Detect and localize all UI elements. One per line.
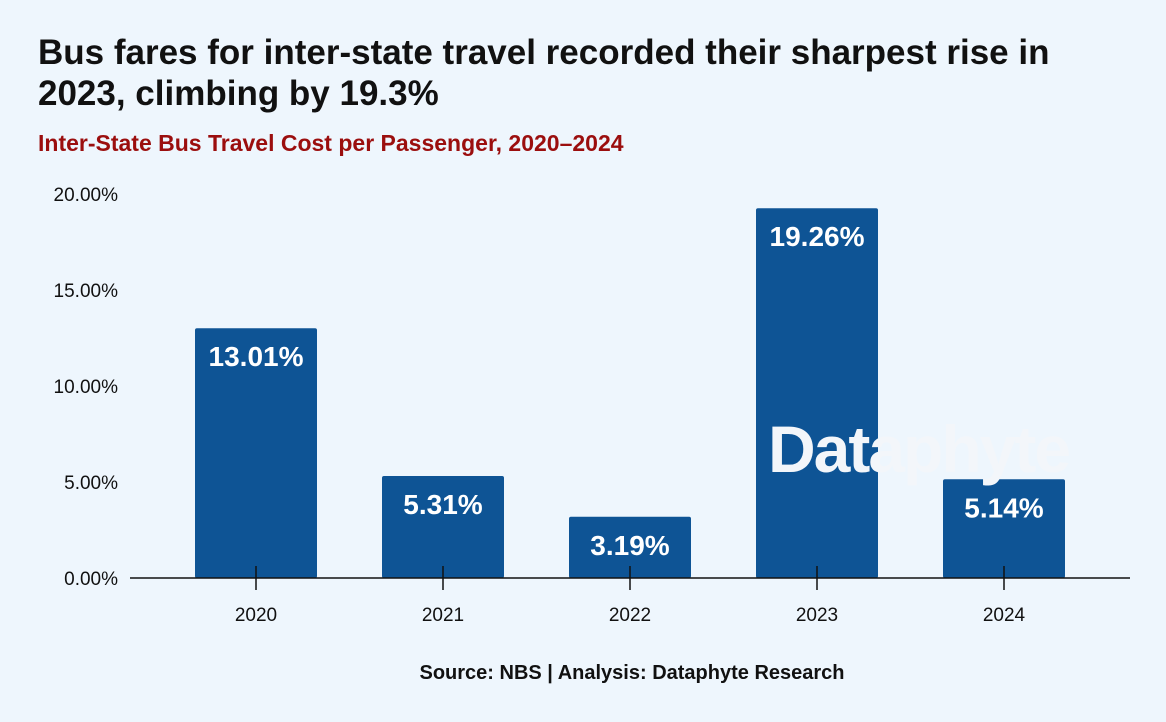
bars	[195, 208, 1065, 578]
bar-2023	[756, 208, 878, 578]
data-label-2024: 5.14%	[964, 492, 1043, 523]
y-axis: 0.00% 5.00% 10.00% 15.00% 20.00%	[54, 185, 119, 590]
bar-2021	[382, 476, 504, 578]
x-tick-label: 2022	[609, 605, 651, 626]
y-tick-label: 5.00%	[64, 473, 118, 494]
bar-2024	[943, 479, 1065, 578]
data-label-2021: 5.31%	[403, 489, 482, 520]
bar-labels: 13.01% 5.31% 3.19% 19.26% 5.14%	[209, 221, 1044, 561]
y-tick-label: 20.00%	[54, 185, 119, 206]
dataphyte-watermark: Dataphyte	[768, 412, 1069, 486]
x-tick-label: 2024	[983, 605, 1026, 626]
y-tick-label: 0.00%	[64, 569, 118, 590]
y-tick-label: 15.00%	[54, 281, 119, 302]
data-label-2023: 19.26%	[770, 221, 865, 252]
x-tick-label: 2021	[422, 605, 464, 626]
x-tick-label: 2023	[796, 605, 838, 626]
x-axis: 2020 2021 2022 2023 2024	[235, 566, 1026, 626]
data-label-2022: 3.19%	[590, 530, 669, 561]
y-tick-label: 10.00%	[54, 377, 119, 398]
data-label-2020: 13.01%	[209, 341, 304, 372]
bar-2020	[195, 328, 317, 578]
chart-title: Bus fares for inter-state travel recorde…	[38, 33, 1050, 113]
bar-2022	[569, 516, 691, 578]
x-tick-label: 2020	[235, 605, 277, 626]
chart-subtitle: Inter-State Bus Travel Cost per Passenge…	[38, 130, 624, 156]
source-note: Source: NBS | Analysis: Dataphyte Resear…	[419, 662, 845, 684]
